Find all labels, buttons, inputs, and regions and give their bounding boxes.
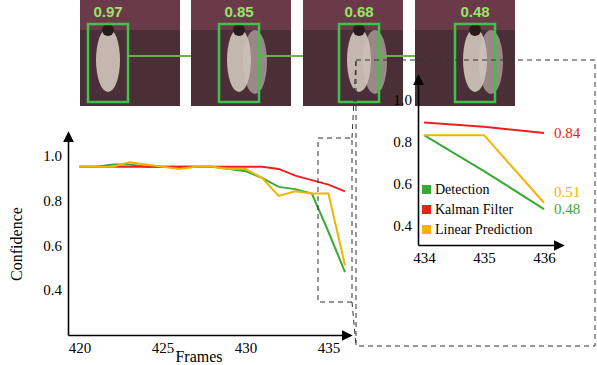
frame: 0.48: [415, 0, 515, 106]
x-tick: 430: [235, 335, 258, 356]
legend-label: Detection: [435, 182, 489, 197]
frame-image: [191, 0, 291, 106]
x-tick: 420: [69, 335, 92, 356]
frame-backdrop: [415, 0, 515, 30]
x-tick-label: 435: [318, 340, 341, 356]
legend-swatch: [422, 205, 431, 214]
frame: 0.68: [303, 0, 403, 106]
person-blur: [479, 30, 503, 94]
x-tick: 425: [152, 335, 175, 356]
legend-label: Linear Prediction: [435, 222, 533, 237]
series-line: [80, 162, 345, 265]
y-axis: 0.4 0.6 0.8 1.0: [393, 77, 418, 246]
legend-item: Linear Prediction: [422, 222, 533, 237]
legend-label: Kalman Filter: [435, 202, 513, 217]
confidence-label: 0.97: [93, 3, 122, 20]
frames: 0.97 0.85 0.68 0.48: [80, 0, 515, 106]
chart: 434 435 436 0.4 0.6 0.8 1.0 Detection Kalman Fil…: [393, 77, 581, 266]
plot-lines: [80, 162, 345, 272]
y-tick-label: 0.8: [43, 193, 62, 209]
x-axis-line: [419, 245, 563, 247]
x-axis-line: [69, 335, 351, 337]
zoom-box: [318, 138, 352, 302]
person-blur: [243, 30, 267, 94]
y-tick-label: 1.0: [393, 92, 412, 108]
bounding-box: [219, 24, 259, 102]
y-tick: 0.6: [393, 176, 418, 192]
bounding-box: [339, 24, 379, 102]
x-tick-label: 425: [152, 340, 175, 356]
y-tick-label: 0.4: [43, 282, 62, 298]
y-tick: 1.0: [43, 148, 68, 164]
person-blur: [363, 30, 387, 94]
y-tick-label: 0.6: [393, 176, 412, 192]
legend-swatch: [422, 225, 431, 234]
series-line: [424, 135, 544, 209]
y-axis-line: [418, 77, 420, 246]
legend-item: Detection: [422, 182, 489, 197]
y-tick-label: 0.4: [393, 218, 412, 234]
x-axis: 434 435 436: [413, 245, 562, 266]
series-line: [424, 122, 544, 133]
x-tick: 435: [473, 245, 496, 266]
y-tick: 0.8: [43, 193, 68, 209]
y-axis-line: [68, 134, 70, 336]
frame-image: [415, 0, 515, 106]
person-head: [469, 24, 481, 36]
bounding-box: [88, 24, 128, 102]
x-tick: 434: [413, 245, 436, 266]
bounding-box: [455, 24, 495, 102]
series-line: [424, 135, 544, 203]
x-tick-label: 434: [413, 250, 436, 266]
frame-backdrop: [303, 0, 403, 30]
y-tick-label: 1.0: [43, 148, 62, 164]
end-label: 0.51: [554, 184, 580, 200]
confidence-label: 0.68: [344, 3, 373, 20]
x-tick-label: 435: [473, 250, 496, 266]
y-axis-title: Confidence: [8, 207, 25, 281]
y-tick: 0.4: [393, 218, 418, 234]
person-head: [353, 24, 365, 36]
x-tick: 436: [533, 245, 556, 266]
figure: 0.97 0.85 0.68 0.48 420 425 430 435 0.4 0.6 0.8 1.0…: [0, 0, 597, 365]
person: [96, 28, 120, 92]
legend: Detection Kalman Filter Linear Prediction: [422, 182, 533, 237]
frame: 0.97: [80, 0, 180, 106]
x-tick: 435: [318, 335, 341, 356]
series-line: [80, 167, 345, 192]
legend-swatch: [422, 185, 431, 194]
y-tick: 0.6: [43, 238, 68, 254]
x-axis-title: Frames: [175, 348, 222, 365]
confidence-label: 0.48: [460, 3, 489, 20]
chart: 420 425 430 435 0.4 0.6 0.8 1.0 Frames Confidence: [8, 134, 351, 365]
person-head: [102, 24, 114, 36]
legend-item: Kalman Filter: [422, 202, 513, 217]
x-tick-label: 436: [533, 250, 556, 266]
x-tick-label: 420: [69, 340, 92, 356]
frame-backdrop: [80, 0, 180, 30]
end-label: 0.48: [554, 201, 580, 217]
plot-lines: [424, 122, 544, 209]
confidence-label: 0.85: [224, 3, 253, 20]
y-tick: 0.4: [43, 282, 68, 298]
y-tick-label: 0.6: [43, 238, 62, 254]
inset-frame: [356, 60, 595, 346]
y-tick: 1.0: [393, 92, 418, 108]
zoom-connector: [352, 302, 356, 346]
x-tick-label: 430: [235, 340, 258, 356]
frame: 0.85: [191, 0, 291, 106]
person-head: [233, 24, 245, 36]
series-line: [80, 164, 345, 272]
y-tick-label: 0.8: [393, 134, 412, 150]
end-label: 0.84: [554, 125, 581, 141]
y-tick: 0.8: [393, 134, 418, 150]
zoom-connector: [352, 60, 356, 138]
frame-image: [80, 0, 180, 106]
y-axis: 0.4 0.6 0.8 1.0: [43, 134, 68, 336]
frame-image: [303, 0, 403, 106]
